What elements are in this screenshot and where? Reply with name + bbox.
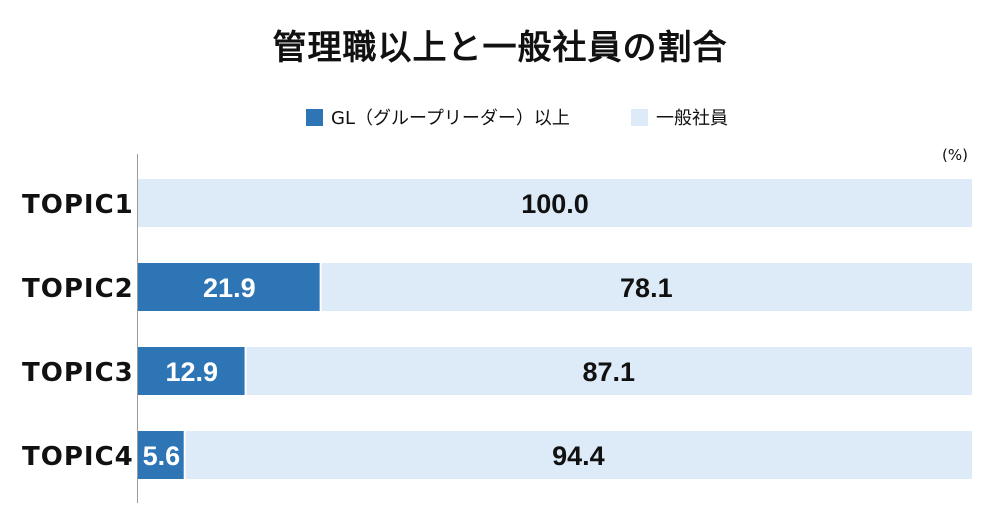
legend-item-general: 一般社員 bbox=[631, 104, 728, 130]
category-label: TOPIC3 bbox=[22, 358, 134, 388]
legend-swatch-gl bbox=[306, 108, 323, 126]
data-label: 87.1 bbox=[583, 357, 636, 387]
legend: GL（グループリーダー）以上 一般社員 bbox=[0, 104, 1000, 130]
legend-item-gl: GL（グループリーダー）以上 bbox=[306, 104, 570, 130]
data-label: 12.9 bbox=[166, 357, 219, 387]
bar-segment bbox=[184, 431, 973, 479]
legend-swatch-general bbox=[631, 108, 648, 126]
bar-segment bbox=[138, 263, 321, 311]
bar-segment bbox=[138, 179, 972, 227]
bar-segment bbox=[138, 431, 185, 479]
bar-segment bbox=[320, 263, 972, 311]
data-label: 5.6 bbox=[143, 441, 181, 471]
data-label: 100.0 bbox=[521, 189, 589, 219]
bar-segment bbox=[245, 347, 972, 395]
bar-segment bbox=[138, 347, 246, 395]
data-label: 21.9 bbox=[203, 273, 256, 303]
category-label: TOPIC4 bbox=[22, 442, 134, 472]
category-label: TOPIC1 bbox=[22, 190, 134, 220]
category-label: TOPIC2 bbox=[22, 274, 134, 304]
data-label: 78.1 bbox=[620, 273, 673, 303]
data-label: 94.4 bbox=[552, 441, 605, 471]
chart-title: 管理職以上と一般社員の割合 bbox=[272, 28, 728, 68]
unit-label: (%) bbox=[942, 146, 968, 164]
legend-label-gl: GL（グループリーダー）以上 bbox=[331, 108, 570, 129]
legend-label-general: 一般社員 bbox=[656, 108, 728, 129]
